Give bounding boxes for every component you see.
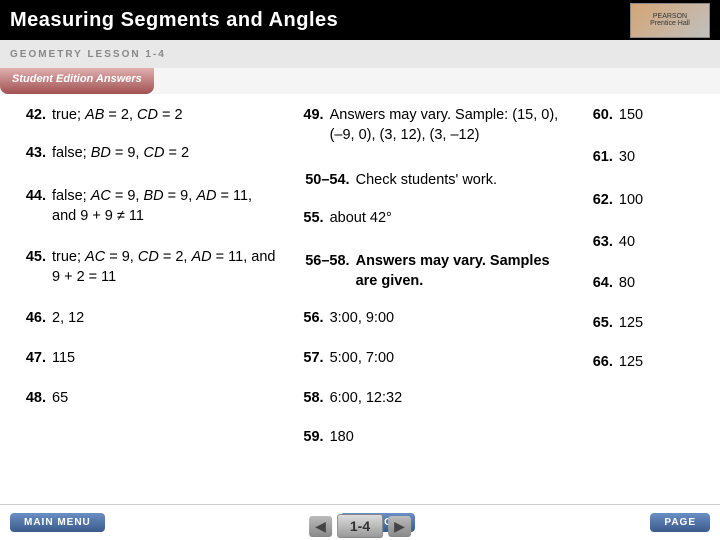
item-text: Answers may vary. Samples are given. [356,252,565,291]
prev-arrow-icon[interactable]: ◀ [309,516,332,537]
answer-item: 43. false; BD = 9, CD = 2 [18,144,276,164]
lesson-nav: ◀ 1-4 ▶ [308,514,412,538]
answer-item: 56. 3:00, 9:00 [296,309,565,329]
item-number: 56–58. [296,252,350,291]
answer-item: 49.Answers may vary. Sample: (15, 0), (–… [296,106,565,145]
main-menu-button[interactable]: MAIN MENU [10,513,105,532]
item-text: 150 [619,106,702,126]
lesson-number: 1-4 [337,514,383,538]
column-2: 49.Answers may vary. Sample: (15, 0), (–… [296,106,565,492]
item-number: 43. [18,144,46,164]
logo-text-bottom: Prentice Hall [650,20,690,27]
item-number: 65. [585,314,613,334]
content: 42. true; AB = 2, CD = 2 43. false; BD = 9,… [0,94,720,504]
item-text: 125 [619,314,702,334]
item-number: 45. [18,248,46,287]
item-text: 2, 12 [52,309,276,329]
item-text: 65 [52,389,276,409]
answer-item: 50–54. Check students' work. [296,171,565,191]
answer-item: 47. 115 [18,349,276,369]
answer-item: 58. 6:00, 12:32 [296,389,565,409]
item-text: 115 [52,349,276,369]
page-button[interactable]: PAGE [650,513,710,532]
item-number: 66. [585,353,613,373]
item-text: true; AC = 9, CD = 2, AD = 11, and 9 + 2… [52,248,276,287]
answer-item: 45.true; AC = 9, CD = 2, AD = 11, and 9 … [18,248,276,287]
answer-item: 55. about 42° [296,209,565,229]
header: Measuring Segments and Angles PEARSON Pr… [0,0,720,40]
item-text: true; AB = 2, CD = 2 [52,106,276,126]
item-text: false; BD = 9, CD = 2 [52,144,276,164]
item-number: 55. [296,209,324,229]
item-number: 49. [296,106,324,145]
item-text: 5:00, 7:00 [330,349,565,369]
tab-answers[interactable]: Student Edition Answers [0,68,154,94]
column-1: 42. true; AB = 2, CD = 2 43. false; BD = 9,… [18,106,276,492]
item-text: 100 [619,191,702,211]
answer-item: 48.65 [18,389,276,409]
footer: MAIN MENU LESSON PAGE ◀ 1-4 ▶ [0,504,720,540]
answer-item: 60. 150 [585,106,702,126]
item-text: false; AC = 9, BD = 9, AD = 11, and 9 + … [52,187,276,226]
subheader: GEOMETRY LESSON 1-4 [0,40,720,68]
answer-item: 56–58.Answers may vary. Samples are give… [296,252,565,291]
item-number: 59. [296,428,324,448]
item-number: 47. [18,349,46,369]
answer-item: 42. true; AB = 2, CD = 2 [18,106,276,126]
answer-item: 59. 180 [296,428,565,448]
item-number: 42. [18,106,46,126]
item-number: 56. [296,309,324,329]
page-title: Measuring Segments and Angles [10,9,338,32]
item-text: 3:00, 9:00 [330,309,565,329]
item-number: 61. [585,148,613,168]
footer-left: MAIN MENU [0,513,105,532]
tab-bar: Student Edition Answers [0,68,720,94]
item-text: 30 [619,148,702,168]
item-number: 62. [585,191,613,211]
answer-item: 64.80 [585,274,702,294]
item-text: 180 [330,428,565,448]
item-text: 6:00, 12:32 [330,389,565,409]
item-text: 40 [619,233,702,253]
logo-text-top: PEARSON [653,13,687,20]
item-number: 60. [585,106,613,126]
pearson-logo: PEARSON Prentice Hall [630,3,710,38]
answer-item: 46. 2, 12 [18,309,276,329]
answer-item: 57. 5:00, 7:00 [296,349,565,369]
answer-item: 66. 125 [585,353,702,373]
answer-item: 65. 125 [585,314,702,334]
answer-item: 63.40 [585,233,702,253]
item-number: 44. [18,187,46,226]
answer-item: 44.false; AC = 9, BD = 9, AD = 11, and 9… [18,187,276,226]
answer-item: 61.30 [585,148,702,168]
item-text: Answers may vary. Sample: (15, 0), (–9, … [330,106,565,145]
column-3: 60.15061.3062.10063.4064.8065.12566.125 [585,106,702,492]
answer-item: 62. 100 [585,191,702,211]
item-number: 57. [296,349,324,369]
item-number: 50–54. [296,171,350,191]
item-text: 125 [619,353,702,373]
item-text: 80 [619,274,702,294]
item-text: Check students' work. [356,171,565,191]
next-arrow-icon[interactable]: ▶ [388,516,411,537]
item-number: 48. [18,389,46,409]
item-number: 64. [585,274,613,294]
footer-right: PAGE [640,513,710,532]
item-number: 58. [296,389,324,409]
item-number: 46. [18,309,46,329]
item-number: 63. [585,233,613,253]
item-text: about 42° [330,209,565,229]
